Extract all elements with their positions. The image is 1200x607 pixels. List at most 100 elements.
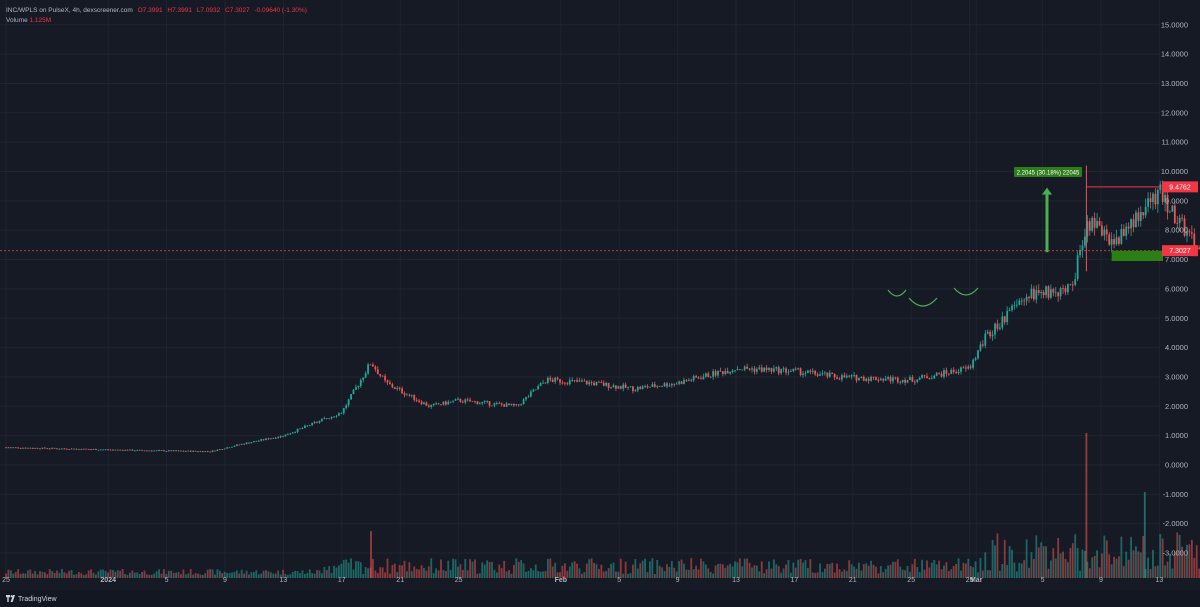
volume-bar — [1132, 550, 1135, 578]
volume-bar — [1122, 566, 1125, 578]
tradingview-brand[interactable]: TradingView — [6, 595, 57, 603]
candle-body — [527, 396, 530, 398]
volume-bar — [700, 558, 702, 578]
volume-bar — [996, 533, 999, 578]
candle-body — [721, 371, 724, 375]
volume-bar — [167, 570, 170, 578]
volume-bar — [721, 564, 724, 578]
x-tick-label: 5 — [1041, 577, 1045, 584]
candle-body — [935, 372, 938, 376]
candle-body — [707, 373, 710, 378]
volume-bar — [977, 572, 979, 578]
candle-body — [700, 378, 702, 380]
candle-body — [1183, 218, 1186, 236]
volume-bar — [189, 569, 192, 578]
candle-body — [17, 447, 20, 449]
candle-body — [508, 403, 510, 406]
volume-bar — [678, 561, 681, 578]
volume-bar — [554, 562, 557, 578]
volume-bar — [726, 565, 729, 578]
candle-body — [201, 451, 204, 453]
y-tick-label: 7.0000 — [1165, 255, 1188, 264]
symbol-label[interactable]: INC/WPLS on PulseX, 4h, dexscreener.com — [6, 7, 133, 14]
volume-bar — [216, 569, 219, 578]
volume-bar — [534, 564, 537, 578]
candle-body — [379, 374, 382, 376]
volume-bar — [1101, 553, 1103, 578]
volume-bar — [1084, 550, 1086, 578]
volume-bar — [644, 558, 646, 578]
volume-bar — [24, 573, 27, 578]
volume-bar — [444, 571, 447, 578]
volume-bar — [1176, 532, 1179, 578]
candle-body — [1013, 305, 1016, 306]
candle-body — [235, 444, 238, 446]
x-tick-label: 29 — [966, 577, 974, 584]
candle-body — [726, 370, 729, 374]
candle-body — [218, 449, 221, 450]
volume-bar — [257, 574, 260, 578]
candle-body — [401, 388, 403, 394]
volume-bar — [197, 573, 199, 578]
volume-bar — [1115, 558, 1118, 578]
volume-bar — [1025, 539, 1028, 578]
volume-bar — [656, 559, 659, 578]
candle-body — [802, 373, 804, 375]
volume-bar — [870, 560, 872, 578]
candle-body — [51, 447, 54, 449]
volume-bar — [498, 564, 501, 578]
volume-bar — [286, 574, 289, 578]
volume-bar — [872, 564, 875, 578]
volume-bar — [389, 573, 391, 578]
candle-body — [274, 437, 277, 439]
candle-body — [1023, 300, 1026, 302]
candle-body — [556, 377, 559, 380]
candle-body — [940, 373, 943, 377]
volume-bar — [629, 573, 632, 578]
volume-bar — [952, 565, 955, 578]
volume-bar — [78, 572, 80, 578]
volume-bar — [51, 571, 54, 578]
candle-body — [226, 447, 229, 449]
support-zone[interactable] — [1111, 250, 1163, 262]
volume-bar — [474, 559, 476, 578]
candle-body — [947, 373, 950, 375]
x-tick-label: 17 — [338, 577, 346, 584]
volume-bar — [17, 569, 20, 578]
volume-bar — [250, 572, 253, 578]
candle-body — [746, 366, 749, 369]
volume-bar — [218, 570, 221, 578]
measure-label-box — [1014, 167, 1082, 177]
volume-bar — [772, 559, 775, 578]
candle-body — [1091, 217, 1094, 231]
candle-body — [34, 447, 37, 449]
y-tick-label: 9.0000 — [1165, 196, 1188, 205]
candle-body — [80, 449, 83, 450]
volume-spike — [1085, 433, 1088, 578]
candle-body — [39, 448, 41, 450]
volume-bar — [875, 566, 877, 578]
candle-body — [894, 377, 897, 379]
pattern-arc — [908, 297, 938, 307]
candle-body — [1178, 217, 1181, 224]
volume-bar — [797, 559, 800, 578]
volume-bar — [301, 570, 304, 578]
candle-body — [926, 376, 928, 379]
candle-body — [430, 404, 433, 407]
candle-body — [889, 377, 892, 382]
x-tick-label: 13 — [280, 577, 288, 584]
volume-bar — [102, 569, 105, 578]
volume-bar — [68, 570, 71, 578]
candle-body — [816, 374, 819, 376]
time-axis[interactable]: 2520245913172125Feb591317212529Mar591317… — [2, 577, 1200, 584]
volume-bar — [923, 569, 926, 578]
candle-body — [1096, 221, 1098, 228]
candle-body — [350, 394, 352, 400]
volume-bar — [486, 560, 489, 578]
price-axis[interactable]: 15.0000 14.0000 13.0000 12.0000 11.0000 10.00… — [1161, 20, 1188, 557]
volume-bar — [607, 568, 610, 578]
volume-bar — [836, 563, 838, 578]
volume-bar — [826, 563, 829, 578]
volume-bar — [347, 562, 350, 578]
